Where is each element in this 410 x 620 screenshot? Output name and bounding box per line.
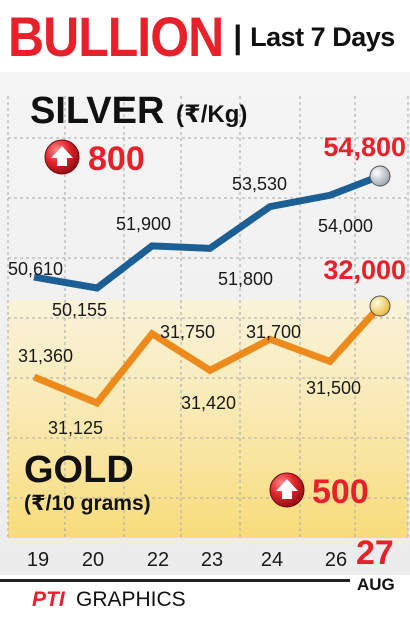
silver-value-label: 51,800 xyxy=(218,269,273,289)
date-day: 27 xyxy=(356,534,394,572)
gold-up-arrow-icon xyxy=(269,472,305,508)
silver-value-label: 54,000 xyxy=(318,216,373,236)
series-lines xyxy=(32,165,391,408)
footer-text: GRAPHICS xyxy=(76,588,186,611)
x-tick-label: 19 xyxy=(27,549,49,571)
footer-bar xyxy=(0,579,350,582)
gold-value-label: 31,125 xyxy=(48,418,103,438)
footer-brand: PTI xyxy=(32,588,66,611)
silver-title: SILVER xyxy=(30,90,164,132)
x-tick-label: 22 xyxy=(147,549,169,571)
silver-up-arrow-icon xyxy=(44,139,80,175)
silver-value-label: 53,530 xyxy=(232,174,287,194)
silver-unit: (₹/Kg) xyxy=(176,101,247,128)
x-tick-label: 26 xyxy=(325,549,347,571)
silver-value-label: 50,610 xyxy=(8,259,63,279)
x-axis: 19 20 22 23 24 26 xyxy=(27,549,347,571)
x-tick-label: 24 xyxy=(261,549,283,571)
header: BULLION | Last 7 Days xyxy=(8,5,395,69)
gold-value-label: 31,420 xyxy=(181,393,236,413)
gold-change: 500 xyxy=(312,473,369,511)
gold-title: GOLD xyxy=(24,449,134,491)
x-tick-label: 20 xyxy=(82,549,104,571)
gold-unit: (₹/10 grams) xyxy=(24,492,151,515)
gold-value-label: 31,500 xyxy=(306,378,361,398)
page-subtitle: Last 7 Days xyxy=(250,21,395,52)
x-tick-label: 23 xyxy=(201,549,223,571)
gold-line xyxy=(32,303,383,408)
silver-change: 800 xyxy=(88,140,145,178)
silver-value-label: 51,900 xyxy=(116,214,171,234)
silver-value-label: 50,155 xyxy=(52,300,107,320)
gold-end-point xyxy=(369,295,391,317)
page-title: BULLION xyxy=(8,5,224,69)
silver-value-label: 54,800 xyxy=(323,132,406,162)
grid xyxy=(7,96,409,538)
title-separator: | xyxy=(233,18,243,55)
silver-line xyxy=(33,172,382,292)
silver-end-point xyxy=(369,165,391,187)
gold-value-label: 31,360 xyxy=(18,346,73,366)
data-labels: 50,610 50,155 51,900 51,800 53,530 54,000 54,8… xyxy=(8,132,406,438)
date-month: AUG xyxy=(357,575,395,594)
gold-value-label: 31,750 xyxy=(160,322,215,342)
gold-value-label: 32,000 xyxy=(323,255,406,285)
gold-value-label: 31,700 xyxy=(246,322,301,342)
